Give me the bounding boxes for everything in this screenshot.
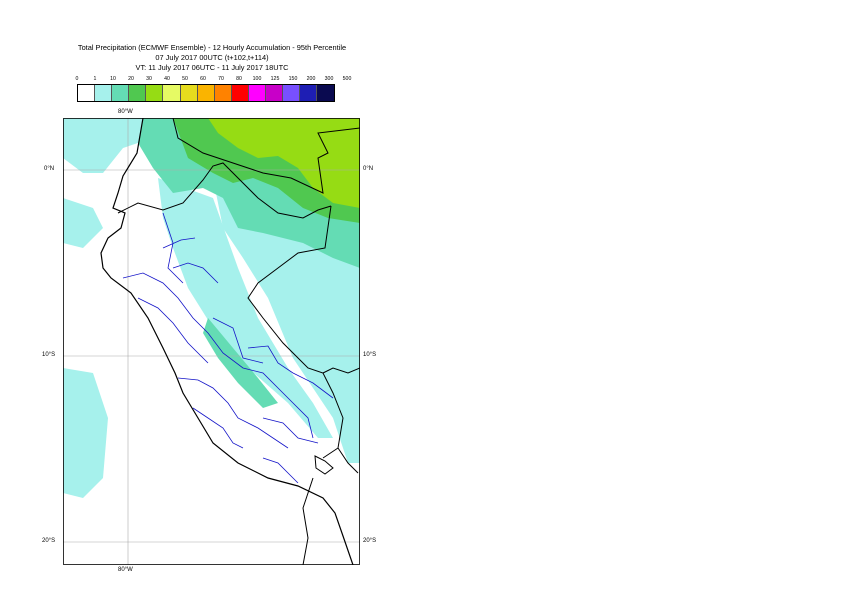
- legend-threshold-label: 1: [93, 76, 97, 82]
- regional-borders: [122, 212, 334, 484]
- lon-label-bottom: 80°W: [118, 567, 133, 573]
- precip-band-10-20-central: [203, 318, 278, 408]
- legend-swatch: [95, 85, 113, 101]
- legend-swatch: [283, 85, 301, 101]
- lat-label-right-10: 10°S: [363, 352, 377, 358]
- legend-swatch: [129, 85, 147, 101]
- legend-threshold-label: 100: [252, 76, 262, 82]
- legend-swatch: [146, 85, 164, 101]
- lake-titicaca: [314, 455, 334, 475]
- national-border-bolivia: [302, 367, 360, 565]
- map-title-line2: 07 July 2017 00UTC (t+102,t+114): [155, 53, 269, 62]
- legend-swatch: [266, 85, 284, 101]
- legend-swatch: [248, 85, 267, 101]
- lat-label-left-10: 10°S: [42, 352, 56, 358]
- legend-swatch: [163, 85, 181, 101]
- legend-swatch: [197, 85, 215, 101]
- legend-threshold-label: 500: [342, 76, 352, 82]
- legend-threshold-label: 300: [324, 76, 334, 82]
- legend-threshold-label: 80: [236, 76, 242, 82]
- national-border-colombia: [172, 118, 360, 194]
- legend-threshold-label: 20: [128, 76, 134, 82]
- lat-label-left-0: 0°N: [44, 166, 55, 172]
- lat-label-left-20: 20°S: [42, 538, 56, 544]
- legend-swatch: [78, 85, 96, 101]
- legend-threshold-label: 10: [110, 76, 116, 82]
- legend-swatch: [112, 85, 130, 101]
- map-title-line1: Total Precipitation (ECMWF Ensemble) - 1…: [77, 43, 347, 52]
- precipitation-map: [63, 118, 360, 565]
- legend-swatch: [214, 85, 232, 101]
- precip-band-1-10-ocean-a: [63, 368, 108, 498]
- legend-threshold-label: 40: [164, 76, 170, 82]
- precip-band-1-10-inner: [158, 178, 333, 438]
- national-border-ecuador-peru: [117, 162, 332, 219]
- coastline: [100, 118, 354, 565]
- legend-swatch: [180, 85, 198, 101]
- map-title-line3: VT: 11 July 2017 06UTC - 11 July 2017 18…: [135, 63, 289, 72]
- legend-threshold-label: 70: [218, 76, 224, 82]
- lon-label-top: 80°W: [118, 109, 133, 115]
- lat-label-right-0: 0°N: [363, 166, 374, 172]
- legend-threshold-labels: 0 1 10 20 30 40 50 60 70 80 100 125 150 200 300 500: [75, 74, 352, 84]
- lat-label-right-20: 20°S: [363, 538, 377, 544]
- precip-band-1-10-ocean-b: [63, 198, 103, 248]
- legend-swatch: [231, 85, 249, 101]
- legend-threshold-label: 30: [146, 76, 152, 82]
- legend-swatch: [300, 85, 318, 101]
- legend-threshold-label: 50: [182, 76, 188, 82]
- legend-colorbar: [77, 84, 336, 102]
- legend-threshold-label: 125: [270, 76, 280, 82]
- legend-threshold-label: 60: [200, 76, 206, 82]
- legend-threshold-label: 150: [288, 76, 298, 82]
- national-border-peru-brazil: [247, 205, 344, 459]
- legend-swatch: [317, 85, 335, 101]
- legend-threshold-label: 200: [306, 76, 316, 82]
- legend-threshold-label: 0: [75, 76, 79, 82]
